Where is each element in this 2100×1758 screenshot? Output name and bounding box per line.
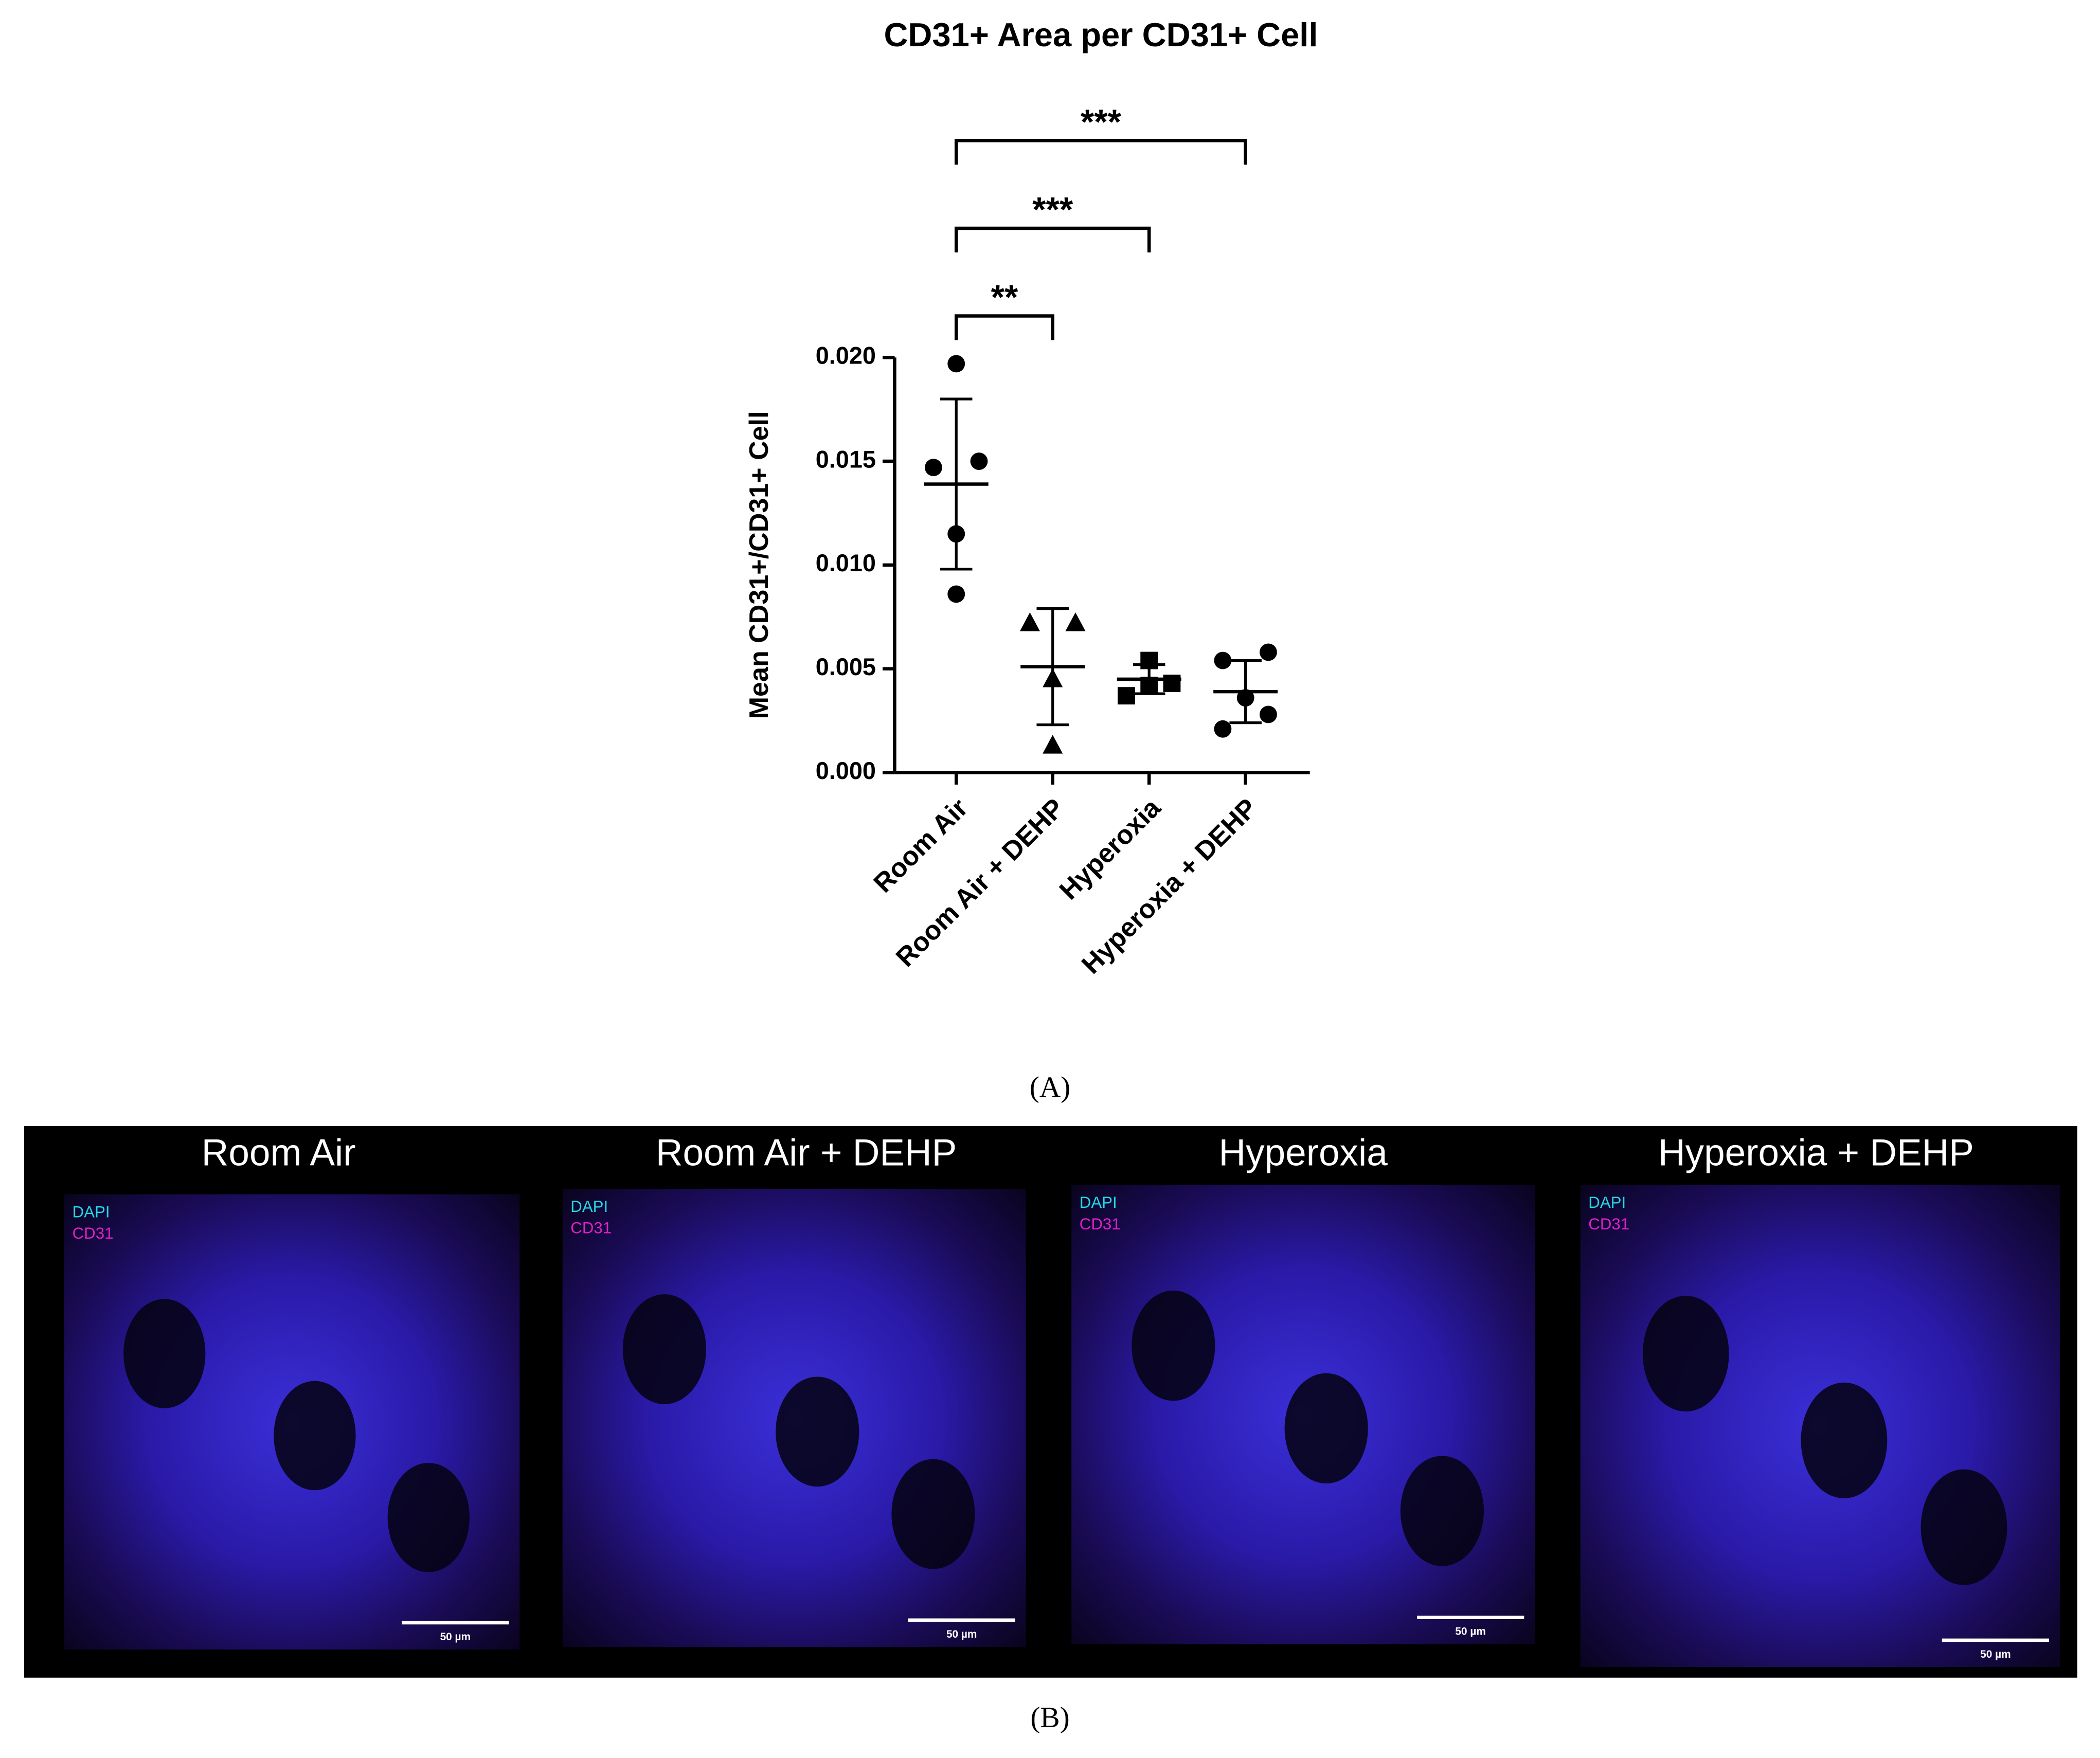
data-point [1163,675,1181,692]
micrograph-lumen [776,1376,859,1487]
stain-label: CD31 [73,1224,114,1242]
stain-label: DAPI [73,1203,110,1221]
micrograph-lumen [1801,1382,1888,1498]
y-axis-title: Mean CD31+/CD31+ Cell [744,411,774,719]
scale-bar-label: 50 µm [946,1628,977,1640]
stain-label: DAPI [1588,1193,1626,1211]
micrograph-title: Room Air [202,1132,356,1173]
significance-bracket [954,139,1247,165]
significance-label: *** [1081,103,1122,141]
micrograph-lumen [387,1463,470,1572]
stain-label: CD31 [570,1219,612,1237]
micrograph-lumen [1642,1296,1729,1412]
data-point [1019,612,1040,631]
micrograph-lumen [1400,1456,1484,1566]
micrograph-title: Hyperoxia + DEHP [1658,1132,1974,1173]
significance-bracket [954,314,1054,340]
data-point [1117,687,1135,705]
y-tick-label: 0.005 [816,654,876,680]
data-point [1043,735,1063,754]
panel-label: (A) [1030,1071,1071,1103]
stain-label: DAPI [570,1198,608,1216]
significance-label: *** [1032,191,1073,229]
data-point [1214,720,1232,738]
micrograph-lumen [1920,1469,2007,1585]
micrograph-lumen [891,1459,975,1569]
data-point [970,452,988,470]
y-tick-label: 0.000 [816,757,876,784]
data-point [1236,689,1254,707]
significance-bracket [954,226,1151,252]
micrograph-lumen [622,1294,706,1404]
stain-label: CD31 [1588,1215,1629,1233]
x-tick-label: Room Air [868,793,974,898]
data-point [1065,612,1086,631]
chart-title: CD31+ Area per CD31+ Cell [884,16,1318,53]
data-point [1260,705,1277,723]
scale-bar-label: 50 µm [1455,1626,1485,1638]
data-point [947,585,965,603]
significance-label: ** [991,278,1018,317]
data-point [925,459,942,477]
scale-bar-label: 50 µm [440,1631,471,1643]
micrograph-title: Room Air + DEHP [656,1132,957,1173]
x-tick-label: Room Air + DEHP [890,793,1070,973]
micrograph-lumen [1132,1290,1215,1401]
micrograph-title: Hyperoxia [1219,1132,1388,1173]
data-point [947,355,965,373]
micrograph-lumen [1284,1373,1368,1484]
data-point [1043,668,1063,687]
y-tick-label: 0.010 [816,550,876,576]
data-point [1260,643,1277,661]
stain-label: DAPI [1080,1193,1117,1211]
data-point [1214,651,1232,669]
data-point [1140,651,1158,669]
micrograph-lumen [123,1299,206,1408]
scale-bar-label: 50 µm [1980,1648,2011,1660]
y-tick-label: 0.015 [816,446,876,473]
panel-label: (B) [1030,1701,1069,1734]
x-tick-label: Hyperoxia + DEHP [1076,793,1263,980]
stain-label: CD31 [1080,1215,1121,1233]
data-point [947,525,965,543]
y-tick-label: 0.020 [816,342,876,369]
micrograph-lumen [274,1381,356,1491]
